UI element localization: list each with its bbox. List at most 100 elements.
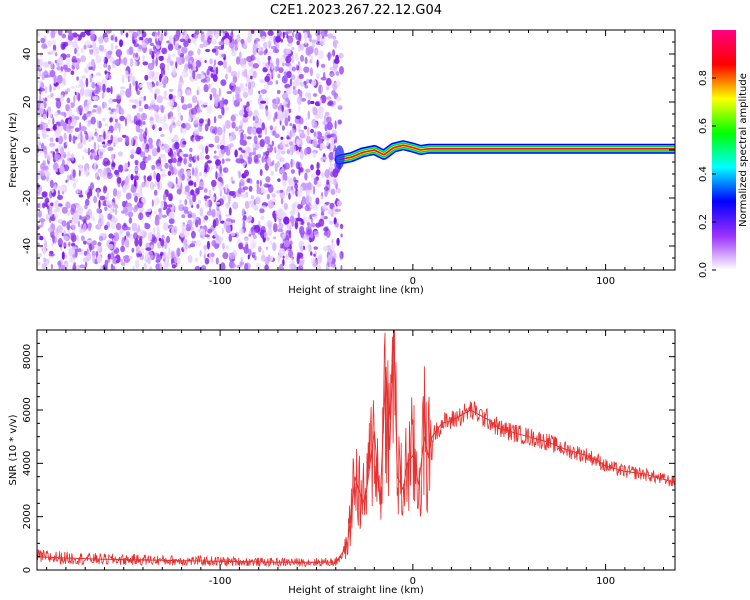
noise-speck [177,91,181,97]
noise-speck [162,251,167,261]
noise-speck [217,60,224,66]
noise-speck [326,134,332,139]
noise-speck [160,200,164,210]
noise-speckle-field [37,30,344,270]
noise-speck [281,150,286,155]
noise-speck [260,205,267,209]
noise-speck [313,253,316,257]
noise-speck [49,49,56,55]
noise-speck [89,30,95,35]
noise-speck [207,228,213,234]
noise-speck [154,197,159,206]
noise-speck [296,255,300,265]
top-y-tick-label: -20 [22,190,33,206]
noise-speck [174,141,180,150]
noise-speck [310,222,316,228]
noise-speck [138,247,143,255]
noise-speck [132,31,138,39]
noise-speck [196,73,203,80]
noise-speck [252,70,257,79]
noise-speck [159,262,162,270]
noise-speck [124,238,130,248]
noise-speck [50,202,54,207]
noise-speck [99,195,106,201]
noise-speck [140,229,145,236]
noise-speck [134,195,138,203]
noise-speck [103,131,106,140]
noise-speck [108,233,114,239]
noise-speck [320,76,327,81]
noise-speck [37,261,41,266]
noise-speck [37,113,42,117]
noise-speck [149,117,154,121]
noise-speck [216,205,220,211]
noise-speck [80,47,84,54]
noise-speck [223,38,230,45]
noise-speck [47,40,52,47]
noise-speck [119,59,123,64]
noise-speck [324,189,328,197]
noise-speck [75,84,81,88]
noise-speck [285,253,289,260]
noise-speck [74,248,78,258]
noise-speck [215,66,219,75]
noise-speck [83,88,90,98]
noise-speck [192,137,195,144]
colorbar-tick-label: 0.4 [698,166,709,182]
noise-speck [288,264,291,269]
noise-speck [219,262,226,270]
noise-speck [225,202,231,209]
noise-speck [231,121,236,129]
noise-speck [250,75,253,80]
noise-speck [188,50,194,57]
noise-speck [115,93,122,100]
noise-speck [172,65,177,75]
noise-speck [132,40,136,45]
noise-speck [303,125,308,130]
noise-speck [112,33,115,42]
noise-speck [78,206,84,215]
noise-speck [142,247,145,254]
noise-speck [279,263,284,270]
noise-speck [319,97,322,106]
noise-speck [126,113,132,123]
noise-speck [179,75,183,83]
noise-speck [312,93,318,97]
noise-speck [67,159,70,167]
noise-speck [296,40,300,46]
noise-speck [214,201,221,205]
colorbar-tick-label: 0.2 [698,214,709,230]
noise-speck [62,235,69,241]
noise-speck [284,143,289,148]
noise-speck [221,53,226,58]
noise-speck [299,225,305,236]
noise-speck [63,132,67,141]
noise-speck [307,110,310,120]
noise-speck [191,230,196,239]
noise-speck [306,30,310,36]
noise-speck [324,124,328,132]
noise-speck [44,97,48,102]
noise-speck [158,127,162,132]
noise-speck [309,100,315,105]
noise-speck [52,162,59,171]
noise-speck [206,68,210,76]
noise-speck [39,64,42,70]
noise-speck [290,127,296,138]
noise-speck [107,146,114,152]
noise-speck [257,46,261,53]
noise-speck [203,245,208,250]
noise-speck [224,106,230,111]
noise-speck [229,143,234,148]
noise-speck [166,63,170,71]
noise-speck [238,182,242,189]
noise-speck [205,154,210,160]
noise-speck [154,252,159,257]
noise-speck [155,255,162,261]
noise-speck [108,98,114,104]
noise-speck [80,55,87,63]
top-x-tick-label: 100 [596,276,615,287]
noise-speck [238,109,245,117]
noise-speck [55,231,60,238]
noise-speck [49,208,54,217]
